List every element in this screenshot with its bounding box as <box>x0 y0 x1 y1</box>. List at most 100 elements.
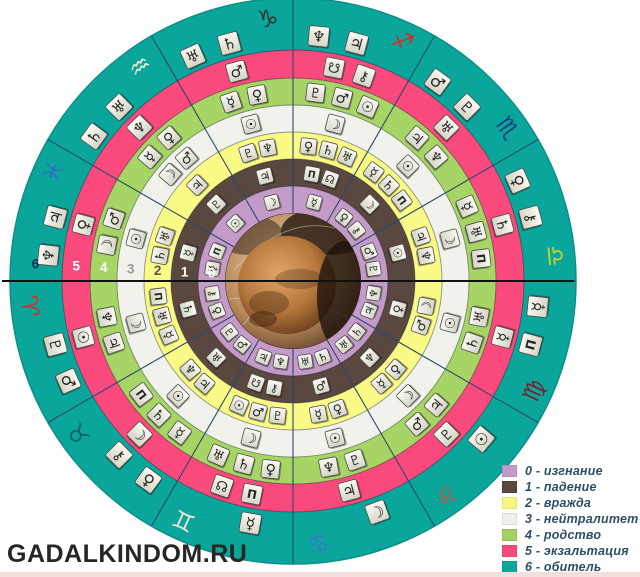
planet-glyph-jupiter: ♃ <box>103 335 122 352</box>
planet-box-aquarius-0-sun: ☉ <box>225 213 247 233</box>
planet-glyph-jupiter: ♃ <box>411 229 429 245</box>
planet-box-taurus-4-mercury: ☿ <box>167 420 192 447</box>
planet-glyph-neptune: ♆ <box>367 288 381 299</box>
planet-box-capricorn-4-mercury: ☿ <box>219 90 244 114</box>
planet-box-aries-2-uranus: ♅ <box>151 306 172 328</box>
planet-box-scorpio-2-saturn: ♄ <box>377 174 400 198</box>
planet-box-taurus-5-moon: ☽ <box>126 421 153 450</box>
legend-item-label: 4 - родство <box>525 527 602 542</box>
planet-box-libra-0-pluto: ♇ <box>364 260 382 279</box>
zodiac-glyph-aries: ♈ <box>15 294 45 318</box>
planet-box-virgo-6-proserpina: Π <box>518 331 545 357</box>
planet-glyph-jupiter: ♃ <box>258 168 272 184</box>
planet-box-cancer-4-pluto: ♇ <box>343 448 368 472</box>
planet-glyph-pluto: ♇ <box>271 408 283 423</box>
planet-box-capricorn-6-uranus: ♅ <box>179 43 208 70</box>
bottom-strip <box>0 572 640 577</box>
planet-glyph-sun: ☉ <box>442 315 461 331</box>
planet-box-taurus-2-neptune: ♆ <box>179 358 202 382</box>
planet-box-leo-2-venus: ♀ <box>384 358 409 381</box>
planet-box-capricorn-4-venus: ♀ <box>246 84 270 107</box>
planet-box-cancer-0-uranus: ♅ <box>297 353 315 371</box>
planet-glyph-mars: ♂ <box>314 378 328 394</box>
planet-glyph-mars: ♂ <box>250 404 265 421</box>
planet-box-libra-0-mars: ♂ <box>359 242 378 262</box>
planet-glyph-saturn: ♄ <box>316 350 330 366</box>
planet-glyph-pluto: ♇ <box>347 452 363 470</box>
planet-box-sagittarius-1-rahu: ☊ <box>320 169 341 190</box>
planet-glyph-venus: ♀ <box>331 401 345 418</box>
planet-box-aquarius-5-neptune: ♆ <box>126 114 155 141</box>
planet-glyph-moon: ☽ <box>126 315 145 331</box>
planet-glyph-uranus: ♅ <box>154 309 170 323</box>
planet-glyph-jupiter: ♃ <box>347 33 366 55</box>
planet-glyph-neptune: ♆ <box>311 27 326 46</box>
planet-box-aquarius-2-jupiter: ♃ <box>186 174 210 197</box>
planet-glyph-ketu: ☋ <box>249 376 263 392</box>
planet-box-virgo-0-jupiter: ♃ <box>360 301 380 320</box>
planet-box-aries-0-chiron: ⚷ <box>203 285 221 303</box>
planet-box-aries-3-moon: ☽ <box>125 312 147 335</box>
planet-box-libra-4-mercury: ☿ <box>455 194 479 220</box>
planet-box-gemini-1-ketu: ☋ <box>246 373 266 394</box>
planet-glyph-moon: ☽ <box>419 299 436 313</box>
planet-glyph-mars: ♂ <box>105 211 124 228</box>
planet-glyph-mars: ♂ <box>56 371 79 392</box>
planet-glyph-moon: ☽ <box>99 238 117 254</box>
planet-glyph-moon: ☽ <box>266 195 279 210</box>
planet-glyph-uranus: ♅ <box>339 148 355 165</box>
planet-glyph-sun: ☉ <box>243 116 259 135</box>
planet-glyph-venus: ♀ <box>74 217 94 232</box>
legend-item-label: 6 - обитель <box>525 559 602 574</box>
legend-swatch-3 <box>502 512 517 525</box>
planet-box-scorpio-5-uranus: ♅ <box>433 114 460 143</box>
legend-swatch-0 <box>502 464 517 477</box>
legend-item-label: 1 - падение <box>525 479 597 494</box>
planet-box-libra-6-venus: ♀ <box>504 167 531 196</box>
planet-glyph-mars: ♂ <box>361 245 377 259</box>
planet-glyph-mercury: ☿ <box>309 196 319 210</box>
legend-swatch-1 <box>502 480 517 493</box>
planet-box-libra-4-proserpina: Π <box>470 248 492 270</box>
planet-box-sagittarius-4-sun: ☉ <box>356 95 380 120</box>
planet-box-libra-6-chiron: ⚷ <box>517 205 543 231</box>
sector-line-capricorn <box>151 35 260 223</box>
planet-box-capricorn-3-sun: ☉ <box>240 113 263 135</box>
planet-box-taurus-0-mars: ♂ <box>232 335 252 356</box>
legend-item-3: 3 - нейтралитет <box>502 511 640 526</box>
planet-box-aquarius-3-moon: ☽ <box>158 163 184 187</box>
planet-glyph-uranus: ♅ <box>209 446 227 466</box>
planet-box-pisces-2-uranus: ♅ <box>155 225 177 247</box>
planet-box-taurus-6-chiron: ⚷ <box>105 441 133 471</box>
planet-box-leo-1-neptune: ♆ <box>359 347 382 368</box>
planet-box-cancer-6-moon: ☽ <box>364 499 392 526</box>
legend-item-label: 3 - нейтралитет <box>525 511 639 526</box>
planet-box-scorpio-2-proserpina: Π <box>391 189 413 213</box>
planet-glyph-proserpina: Π <box>522 338 539 352</box>
planet-box-virgo-2-mars: ♂ <box>410 315 433 336</box>
planet-glyph-neptune: ♆ <box>321 459 336 477</box>
planet-glyph-proserpina: Π <box>474 253 488 264</box>
planet-glyph-ketu: ☋ <box>326 60 341 78</box>
planet-box-gemini-4-venus: ♀ <box>260 458 282 481</box>
site-watermark: GADALKINDOM.RU <box>7 540 248 568</box>
ring-number-2: 2 <box>154 263 162 278</box>
planet-box-sagittarius-3-moon: ☽ <box>324 113 347 136</box>
planet-box-cancer-3-sun: ☉ <box>324 427 347 449</box>
planet-box-taurus-1-uranus: ♅ <box>206 347 227 370</box>
legend-item-label: 0 - изгнание <box>525 463 603 478</box>
planet-box-pisces-4-mars: ♂ <box>102 207 127 231</box>
planet-box-virgo-4-saturn: ♄ <box>460 331 485 355</box>
zodiac-glyph-cancer: ♋ <box>306 529 330 559</box>
ring-number-5: 5 <box>73 259 81 274</box>
planet-box-pisces-5-venus: ♀ <box>71 212 97 237</box>
planet-glyph-uranus: ♅ <box>300 355 311 369</box>
planet-box-gemini-2-pluto: ♇ <box>268 406 288 426</box>
planet-glyph-saturn: ♄ <box>235 456 252 475</box>
planet-box-aries-0-venus: ♀ <box>207 301 226 321</box>
planet-glyph-saturn: ♄ <box>464 335 483 352</box>
planet-glyph-mercury: ☿ <box>313 407 324 423</box>
planet-glyph-proserpina: Π <box>246 487 258 503</box>
planet-box-pisces-0-mercury: ☿ <box>204 259 222 277</box>
